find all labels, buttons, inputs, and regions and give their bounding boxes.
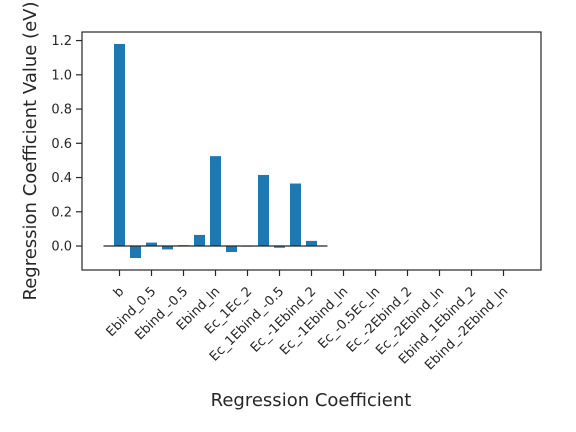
bar (274, 246, 285, 248)
bar (210, 156, 221, 247)
x-axis-label: Regression Coefficient (211, 390, 412, 411)
bar (146, 242, 157, 247)
y-tick-label: 1.2 (51, 34, 72, 49)
bar (194, 234, 205, 247)
y-axis-label: Regression Coefficient Value (eV) (20, 2, 41, 301)
y-tick-label: 0.0 (51, 240, 72, 255)
bar (162, 246, 173, 250)
y-axis: 0.0 0.2 0.4 0.6 0.8 1.0 1.2 (51, 34, 82, 255)
y-tick-label: 0.2 (51, 205, 72, 220)
bar (290, 183, 301, 247)
x-axis: bEbind_0.5Ebind_-0.5Ebind_lnEc_1Ec_2Ec_1… (104, 270, 511, 373)
y-tick-label: 1.0 (51, 68, 72, 83)
bar (114, 43, 125, 247)
x-tick-label: b (111, 284, 127, 300)
plot-area-frame (81, 31, 542, 271)
bar (306, 240, 317, 247)
y-tick-label: 0.6 (51, 137, 72, 152)
bars-group (114, 43, 317, 259)
y-tick-label: 0.4 (51, 171, 72, 186)
y-tick-label: 0.8 (51, 103, 72, 118)
bar (226, 246, 237, 253)
bar (130, 246, 141, 259)
bar (258, 174, 269, 247)
